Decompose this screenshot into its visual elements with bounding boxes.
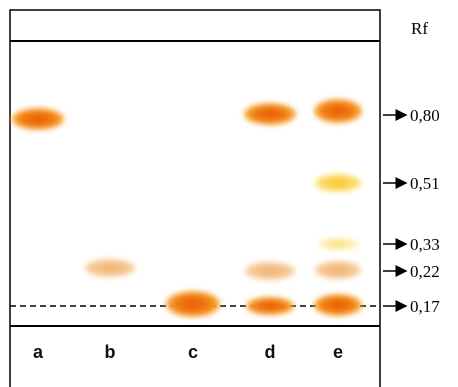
rf-label: 0,17 bbox=[410, 297, 440, 316]
lane-label: d bbox=[265, 342, 276, 362]
spot bbox=[166, 291, 220, 317]
spot bbox=[314, 294, 362, 316]
spot bbox=[315, 261, 361, 279]
spot bbox=[318, 238, 358, 250]
lane-label: c bbox=[188, 342, 198, 362]
spot bbox=[245, 262, 295, 280]
spot bbox=[244, 103, 296, 125]
rf-label: 0,51 bbox=[410, 174, 440, 193]
spot bbox=[12, 108, 64, 130]
spot bbox=[314, 99, 362, 123]
rf-label: 0,80 bbox=[410, 106, 440, 125]
rf-label: 0,33 bbox=[410, 235, 440, 254]
plate bbox=[10, 10, 380, 387]
tlc-plate-figure: Rf 0,80 0,51 0,33 0,22 0,17 a b c d e bbox=[0, 0, 458, 387]
rf-header: Rf bbox=[411, 19, 428, 38]
lane-label: b bbox=[105, 342, 116, 362]
rf-label: 0,22 bbox=[410, 262, 440, 281]
spot bbox=[246, 297, 294, 315]
rf-markers: 0,80 0,51 0,33 0,22 0,17 bbox=[383, 106, 440, 316]
lane-label: e bbox=[333, 342, 343, 362]
lane-label: a bbox=[33, 342, 44, 362]
spot bbox=[315, 174, 361, 192]
spot bbox=[85, 259, 135, 277]
